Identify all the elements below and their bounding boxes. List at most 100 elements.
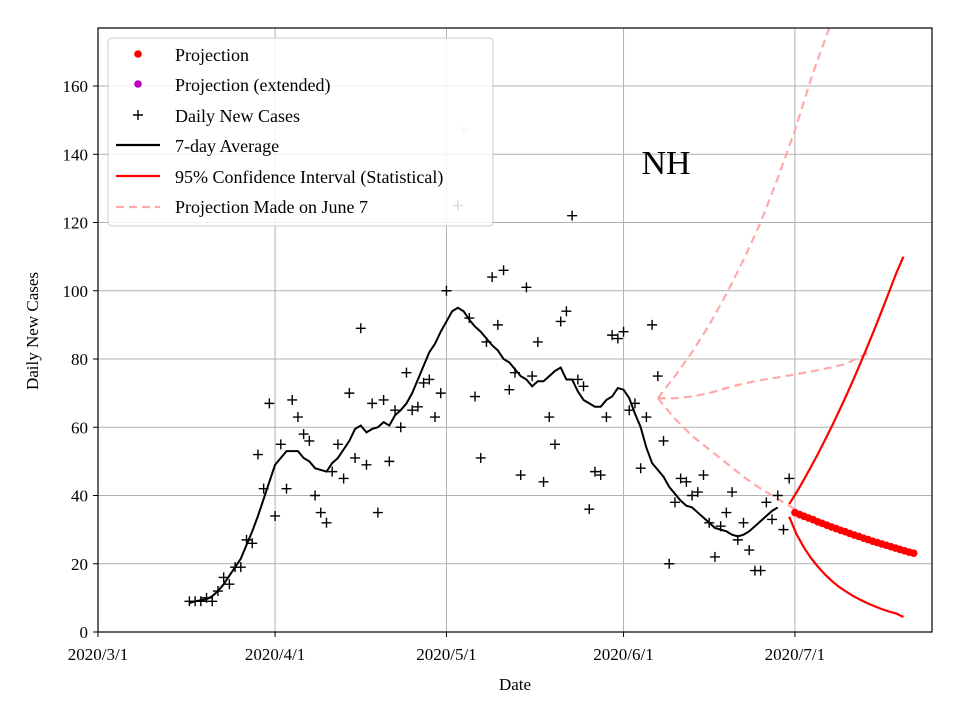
daily-case-point — [601, 412, 612, 423]
daily-case-point — [424, 374, 435, 385]
daily-case-point — [441, 285, 452, 296]
daily-case-point — [658, 435, 669, 446]
daily-case-point — [492, 319, 503, 330]
daily-case-point — [361, 459, 372, 470]
daily-case-point — [664, 558, 675, 569]
daily-case-point — [344, 388, 355, 399]
x-tick-label: 2020/3/1 — [68, 645, 128, 664]
confidence-interval-lower-line — [788, 516, 904, 618]
data-layer — [184, 27, 918, 618]
daily-case-point — [401, 367, 412, 378]
x-tick-label: 2020/7/1 — [765, 645, 825, 664]
daily-case-point — [595, 470, 606, 481]
daily-case-point — [224, 579, 235, 590]
daily-case-point — [241, 534, 252, 545]
daily-case-point — [589, 466, 600, 477]
daily-case-point — [287, 394, 298, 405]
y-tick-label: 80 — [71, 350, 88, 369]
x-tick-label: 2020/4/1 — [245, 645, 305, 664]
daily-case-point — [772, 490, 783, 501]
daily-case-point — [195, 596, 206, 607]
daily-case-point — [681, 476, 692, 487]
daily-case-point — [641, 412, 652, 423]
daily-case-point — [555, 316, 566, 327]
daily-case-point — [298, 429, 309, 440]
state-label: NH — [641, 145, 690, 182]
y-axis-label: Daily New Cases — [23, 272, 42, 390]
y-tick-label: 20 — [71, 555, 88, 574]
daily-case-point — [521, 282, 532, 293]
daily-case-point — [475, 452, 486, 463]
daily-case-point — [218, 572, 229, 583]
daily-case-point — [258, 483, 269, 494]
daily-case-point — [504, 384, 515, 395]
daily-case-point — [487, 272, 498, 283]
daily-case-point — [578, 381, 589, 392]
daily-case-point — [744, 545, 755, 556]
daily-case-point — [498, 265, 509, 276]
daily-case-point — [395, 422, 406, 433]
x-tick-label: 2020/5/1 — [416, 645, 476, 664]
daily-case-point — [470, 391, 481, 402]
y-tick-label: 60 — [71, 418, 88, 437]
daily-case-point — [584, 504, 595, 515]
x-axis-label: Date — [499, 675, 531, 694]
daily-case-point — [378, 394, 389, 405]
daily-case-point — [715, 521, 726, 532]
legend-symbol-plus — [133, 110, 143, 120]
daily-case-point — [652, 371, 663, 382]
daily-case-point — [304, 435, 315, 446]
daily-case-point — [527, 371, 538, 382]
daily-case-point — [201, 592, 212, 603]
daily-case-point — [755, 565, 766, 576]
plot-frame — [97, 27, 933, 633]
daily-case-point — [721, 507, 732, 518]
daily-case-point — [704, 517, 715, 528]
seven-day-average-line — [189, 306, 779, 604]
y-tick-label: 140 — [63, 145, 89, 164]
daily-case-point — [252, 449, 263, 460]
daily-case-point — [624, 405, 635, 416]
daily-case-point — [692, 487, 703, 498]
daily-case-point — [412, 401, 423, 412]
daily-case-point — [629, 398, 640, 409]
daily-case-point — [567, 210, 578, 221]
daily-case-point — [321, 517, 332, 528]
daily-case-point — [732, 534, 743, 545]
daily-case-point — [647, 319, 658, 330]
daily-case-point — [675, 473, 686, 484]
daily-case-point — [310, 490, 321, 501]
daily-case-point — [207, 596, 218, 607]
daily-case-point — [549, 439, 560, 450]
y-tick-label: 120 — [63, 214, 89, 233]
june7-projection-lower-line — [656, 397, 870, 543]
legend-box — [107, 37, 494, 227]
daily-case-point — [481, 336, 492, 347]
legend-symbol-dot — [134, 80, 142, 88]
x-tick-label: 2020/6/1 — [593, 645, 653, 664]
legend-label-projection-extended: Projection (extended) — [175, 75, 330, 96]
daily-case-point — [738, 517, 749, 528]
legend-label-daily-new-cases: Daily New Cases — [175, 106, 300, 126]
daily-case-point — [607, 330, 618, 341]
y-tick-label: 0 — [80, 623, 89, 642]
daily-case-point — [435, 388, 446, 399]
daily-case-point — [327, 466, 338, 477]
legend-label-confidence-interval: 95% Confidence Interval (Statistical) — [175, 167, 443, 188]
june7-projection-central-line — [657, 351, 870, 400]
daily-case-point — [315, 507, 326, 518]
y-tick-label: 40 — [71, 487, 88, 506]
daily-case-point — [572, 374, 583, 385]
daily-case-point — [761, 497, 772, 508]
daily-case-point — [635, 463, 646, 474]
daily-case-point — [264, 398, 275, 409]
daily-case-point — [532, 336, 543, 347]
legend-symbols — [116, 50, 160, 209]
projection-point — [909, 549, 918, 557]
daily-case-point — [515, 470, 526, 481]
daily-case-point — [338, 473, 349, 484]
june7-projection-upper-line — [656, 27, 831, 399]
daily-case-point — [235, 562, 246, 573]
confidence-interval-upper-line — [788, 256, 905, 505]
